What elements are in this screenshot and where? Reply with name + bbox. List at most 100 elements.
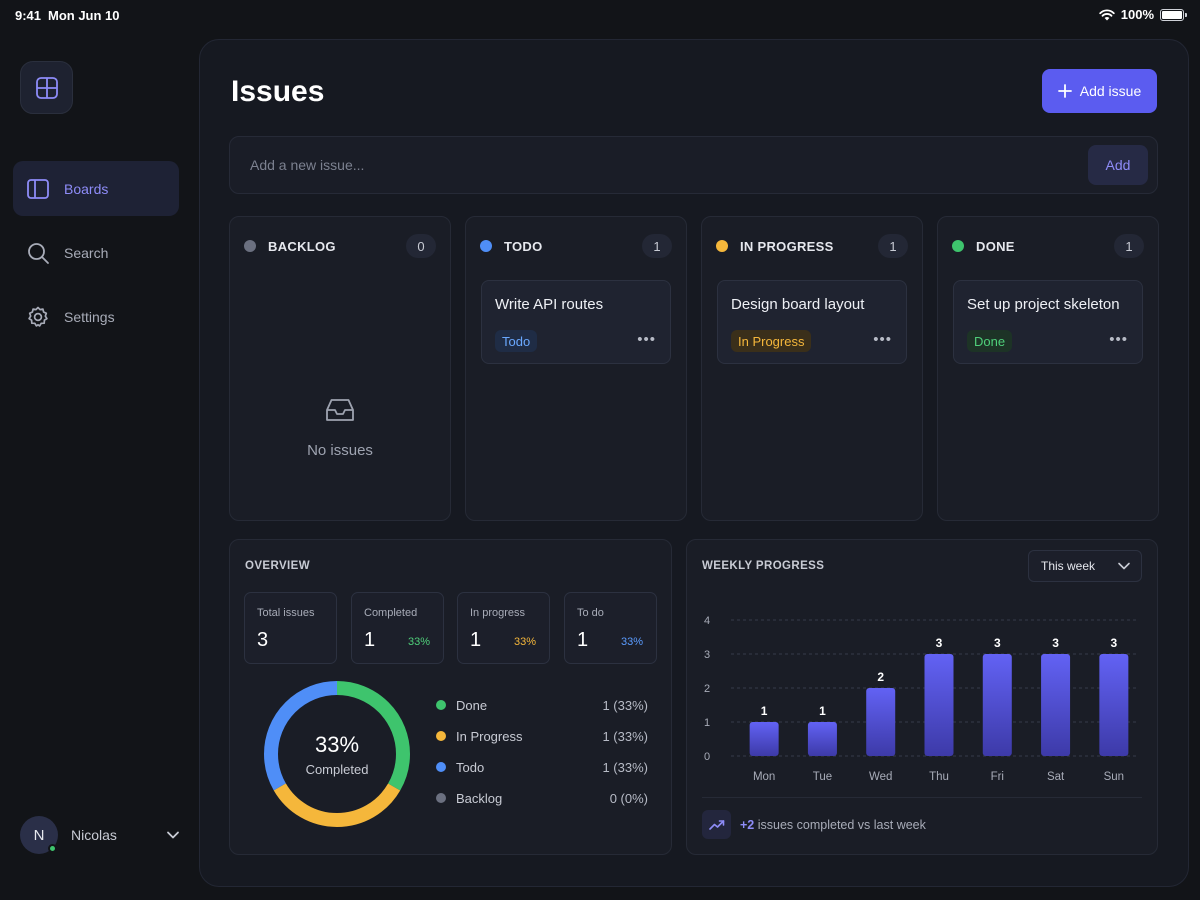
issue-card[interactable]: Set up project skeleton Done ••• xyxy=(953,280,1143,364)
bar-fri xyxy=(982,654,1012,756)
add-issue-button[interactable]: Add issue xyxy=(1042,69,1157,113)
column-title: TODO xyxy=(504,238,543,254)
bar-sun xyxy=(1099,654,1129,756)
inbox-icon xyxy=(326,399,354,421)
x-tick-label: Thu xyxy=(929,771,949,783)
week-range-select[interactable]: This week xyxy=(1028,550,1142,582)
sidebar-item-settings[interactable]: Settings xyxy=(13,289,179,344)
stat-value: 1 xyxy=(364,629,376,651)
stat-in-progress: In progress 1 33% xyxy=(457,592,550,664)
stat-label: Total issues xyxy=(257,607,315,619)
legend-dot xyxy=(436,793,446,803)
new-issue-bar: Add xyxy=(229,136,1158,194)
legend-dot xyxy=(436,762,446,772)
column-count: 1 xyxy=(1114,234,1144,258)
bar-tue xyxy=(807,722,837,756)
chevron-down-icon[interactable] xyxy=(166,828,180,842)
legend-dot xyxy=(436,700,446,710)
bar-value-label: 1 xyxy=(819,704,826,718)
legend-name: Done xyxy=(456,697,488,713)
stat-to-do: To do 1 33% xyxy=(564,592,657,664)
weekly-bar-chart: 0 1 2 3 4 1 Mon 1 Tue 2 Wed 3 Thu 3 Fri 3 Sat 3 Sun xyxy=(704,615,1139,783)
legend-value: 1 (33%) xyxy=(602,759,648,775)
more-options-icon[interactable]: ••• xyxy=(637,331,656,348)
x-tick-label: Wed xyxy=(869,771,892,783)
x-tick-label: Fri xyxy=(991,771,1004,783)
sidebar-item-label: Search xyxy=(64,244,109,261)
plus-icon xyxy=(1057,84,1072,98)
sidebar-item-boards[interactable]: Boards xyxy=(13,161,179,216)
column-in-progress: IN PROGRESS 1 Design board layout In Pro… xyxy=(701,216,923,521)
status-bar: 9:41 Mon Jun 10 100% xyxy=(0,0,1200,30)
sidebar-item-search[interactable]: Search xyxy=(13,225,179,280)
user-menu[interactable]: N Nicolas xyxy=(20,816,180,854)
legend-item-backlog: Backlog 0 (0%) xyxy=(436,788,648,808)
issue-card[interactable]: Design board layout In Progress ••• xyxy=(717,280,907,364)
more-options-icon[interactable]: ••• xyxy=(1109,331,1128,348)
app-logo[interactable] xyxy=(20,61,73,114)
column-todo: TODO 1 Write API routes Todo ••• xyxy=(465,216,687,521)
stat-percent: 33% xyxy=(513,636,536,648)
overview-panel: OVERVIEW Total issues 3 Completed 1 33% … xyxy=(229,539,672,855)
week-range-value: This week xyxy=(1041,559,1096,573)
column-count: 1 xyxy=(878,234,908,258)
chart-footer: +2 issues completed vs last week xyxy=(702,797,1142,847)
stat-percent: 33% xyxy=(407,636,430,648)
panel-title: OVERVIEW xyxy=(245,560,310,572)
columns-icon xyxy=(27,178,49,199)
column-done: DONE 1 Set up project skeleton Done ••• xyxy=(937,216,1159,521)
status-time: 9:41 xyxy=(15,8,42,23)
board-layout-icon xyxy=(35,76,58,99)
column-count: 0 xyxy=(406,234,436,258)
chevron-down-icon xyxy=(1118,562,1130,570)
stat-label: To do xyxy=(577,607,604,619)
legend-value: 1 (33%) xyxy=(602,728,648,744)
avatar-initial: N xyxy=(33,826,45,844)
add-button[interactable]: Add xyxy=(1088,145,1148,185)
bar-value-label: 3 xyxy=(1052,636,1059,650)
stat-label: In progress xyxy=(470,607,526,619)
legend-name: Todo xyxy=(456,759,485,775)
new-issue-input[interactable] xyxy=(230,137,1080,193)
column-count: 1 xyxy=(642,234,672,258)
trend-value: +2 xyxy=(740,818,755,832)
search-icon xyxy=(28,242,49,264)
column-header: IN PROGRESS 1 xyxy=(716,234,908,258)
sidebar-item-label: Boards xyxy=(64,180,109,197)
legend-value: 0 (0%) xyxy=(609,790,648,806)
main-panel: Issues Add issue Add BACKLOG 0 No issues… xyxy=(199,39,1189,887)
y-tick-label: 1 xyxy=(704,717,710,729)
status-dot xyxy=(952,240,964,252)
y-tick-label: 0 xyxy=(704,751,710,763)
x-tick-label: Sat xyxy=(1047,771,1065,783)
x-tick-label: Mon xyxy=(753,771,775,783)
status-dot xyxy=(716,240,728,252)
avatar[interactable]: N xyxy=(20,816,58,854)
column-header: BACKLOG 0 xyxy=(244,234,436,258)
legend-item-in-progress: In Progress 1 (33%) xyxy=(436,726,648,746)
issue-title: Set up project skeleton xyxy=(967,296,1120,313)
gear-icon xyxy=(28,306,48,327)
status-badge: Todo xyxy=(495,330,538,352)
column-title: DONE xyxy=(976,238,1015,254)
donut-center: 33% Completed xyxy=(262,679,412,829)
x-tick-label: Tue xyxy=(813,771,832,783)
column-backlog: BACKLOG 0 No issues xyxy=(229,216,451,521)
donut-slice-in-progress xyxy=(264,681,410,827)
bar-value-label: 2 xyxy=(877,670,884,684)
donut-percent: 33% xyxy=(314,731,360,757)
more-options-icon[interactable]: ••• xyxy=(873,331,892,348)
status-dot xyxy=(480,240,492,252)
panel-title: WEEKLY PROGRESS xyxy=(702,560,825,572)
issue-card[interactable]: Write API routes Todo ••• xyxy=(481,280,671,364)
donut-chart: 33% Completed xyxy=(262,679,412,829)
legend-name: Backlog xyxy=(456,790,503,806)
status-dot xyxy=(244,240,256,252)
online-status-dot xyxy=(48,844,57,853)
donut-chart-svg xyxy=(264,681,410,827)
donut-label: Completed xyxy=(305,761,369,777)
stat-value: 1 xyxy=(577,629,589,651)
trend-summary: +2 issues completed vs last week xyxy=(740,818,926,832)
battery-percent: 100% xyxy=(1120,7,1154,22)
legend-item-todo: Todo 1 (33%) xyxy=(436,757,648,777)
